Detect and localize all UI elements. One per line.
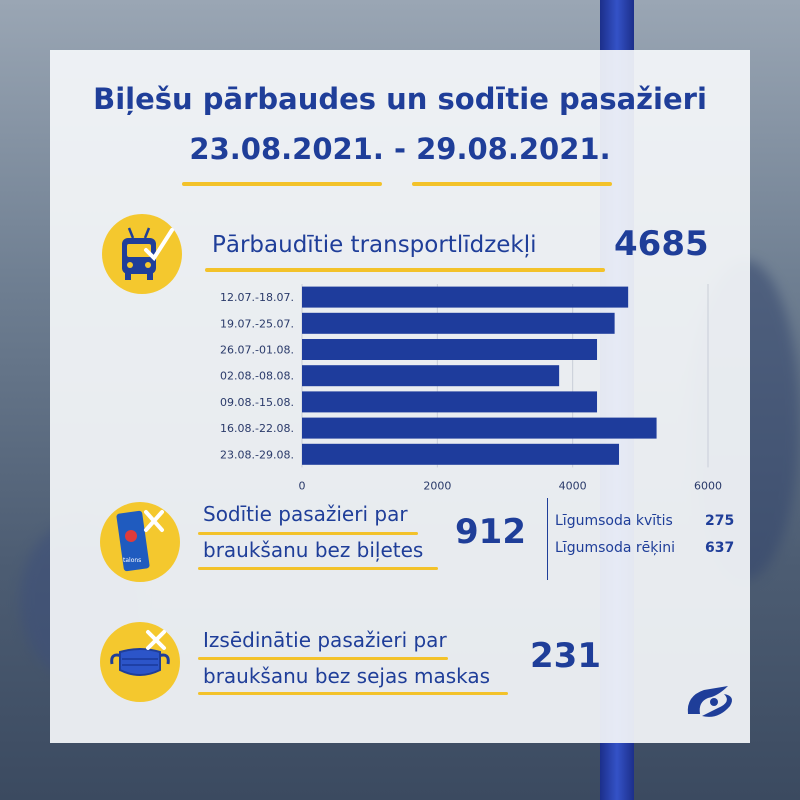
breakdown-invoices-label: Līgumsoda rēķini	[555, 540, 675, 556]
bus-icon-badge	[102, 214, 182, 294]
card-brand-text: talons	[123, 557, 141, 564]
masks-underline-1	[198, 657, 448, 660]
fined-divider	[547, 498, 548, 580]
masks-value: 231	[530, 636, 601, 676]
page-title: Biļešu pārbaudes un sodītie pasažieri	[93, 82, 707, 116]
fined-value: 912	[455, 512, 526, 552]
masks-underline-2	[198, 692, 508, 695]
checked-value: 4685	[614, 224, 709, 264]
fined-label-line2: braukšanu bez biļetes	[203, 538, 424, 562]
face-mask-icon	[110, 630, 170, 676]
company-logo	[687, 686, 732, 717]
masks-label-line1: Izsēdinātie pasažieri par	[203, 628, 447, 652]
title-underline-right	[412, 182, 612, 186]
etalons-card-badge: talons	[100, 502, 180, 582]
mask-icon-badge	[100, 622, 180, 702]
bus-icon	[122, 227, 174, 280]
breakdown-receipts: Līgumsoda kvītis 275	[555, 513, 734, 529]
fined-underline-2	[198, 567, 438, 570]
masks-label-line2: braukšanu bez sejas maskas	[203, 664, 491, 688]
checked-label: Pārbaudītie transportlīdzekļi	[212, 232, 537, 258]
etalons-card-icon: talons	[116, 510, 164, 572]
fined-underline-1	[198, 532, 418, 535]
breakdown-invoices-value: 637	[705, 540, 735, 556]
title-underline-left	[182, 182, 382, 186]
checked-underline	[205, 268, 605, 272]
fined-label-line1: Sodītie pasažieri par	[203, 502, 408, 526]
breakdown-receipts-label: Līgumsoda kvītis	[555, 513, 673, 529]
date-range: 23.08.2021. - 29.08.2021.	[189, 132, 611, 166]
breakdown-invoices: Līgumsoda rēķini 637	[555, 540, 734, 556]
breakdown-receipts-value: 275	[705, 513, 735, 529]
